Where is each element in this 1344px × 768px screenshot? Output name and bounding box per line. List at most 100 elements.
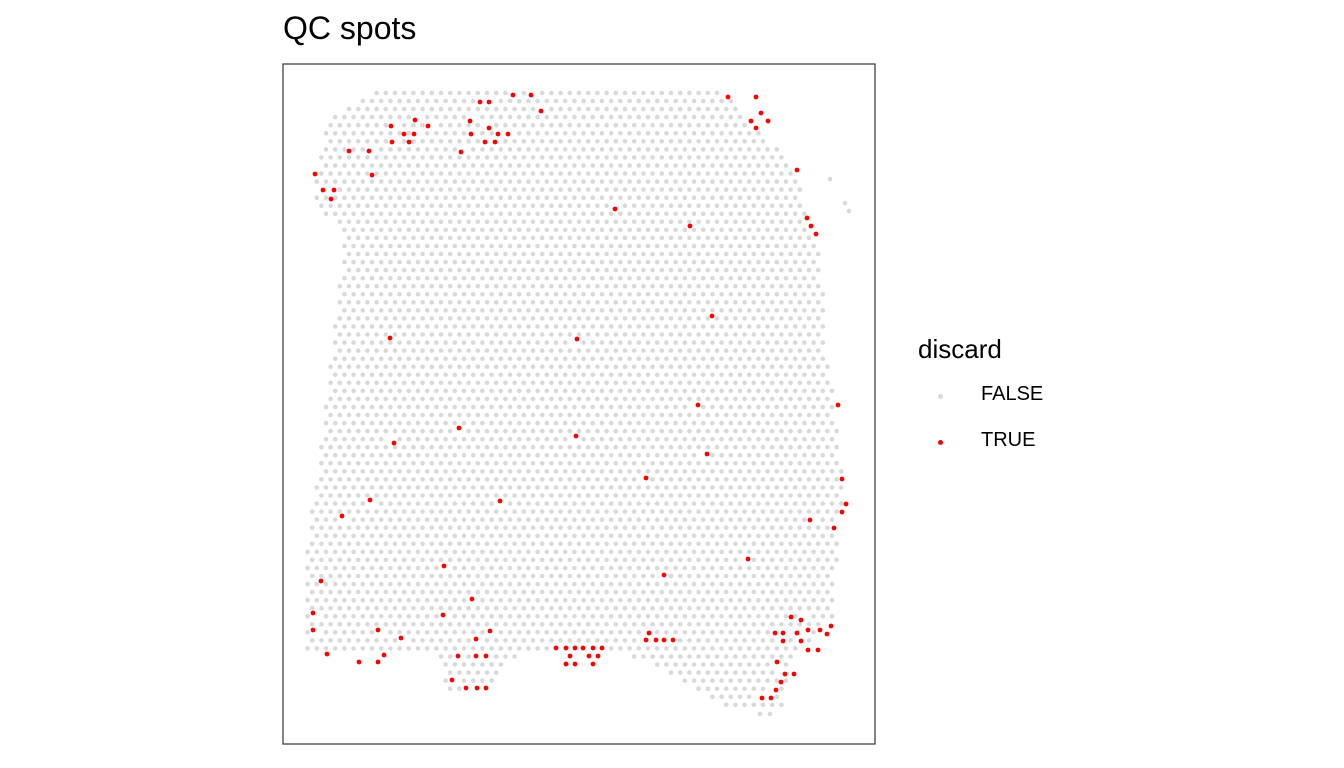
spot-false-3413: [539, 605, 545, 611]
spot-false-812: [388, 227, 393, 233]
spot-false-3451: [369, 614, 375, 619]
spot-false-1447: [452, 324, 458, 329]
spot-false-3469: [544, 614, 550, 619]
spot-false-2307: [323, 453, 329, 458]
spot-false-2519: [723, 477, 729, 482]
spot-false-606: [388, 195, 393, 200]
spot-true-95: [455, 653, 461, 659]
spot-false-2577: [728, 485, 734, 490]
spot-false-174: [475, 122, 481, 128]
spot-false-2146: [374, 428, 379, 434]
spot-false-1308: [641, 300, 646, 305]
spot-false-1527: [696, 332, 701, 337]
spot-false-3690: [719, 646, 724, 651]
spot-false-1322: [769, 300, 775, 305]
spot-false-3660: [388, 646, 393, 651]
spot-false-2997: [388, 549, 393, 555]
spot-false-2253: [346, 444, 352, 450]
spot-false-3495: [783, 614, 789, 619]
spot-false-1020: [406, 259, 412, 265]
spot-false-848: [719, 227, 724, 233]
spot-false-1217: [779, 283, 784, 289]
spot-false-574: [585, 187, 591, 192]
spot-false-102: [604, 106, 609, 112]
spot-false-675: [539, 203, 545, 208]
spot-false-162: [346, 122, 352, 128]
spot-false-2195: [834, 428, 839, 434]
spot-false-1862: [806, 380, 812, 386]
spot-false-2578: [737, 485, 743, 490]
spot-false-1506: [503, 332, 508, 337]
spot-false-2310: [351, 453, 356, 458]
spot-false-1340: [452, 308, 458, 313]
spot-false-420: [590, 163, 596, 168]
spot-false-62: [618, 98, 623, 104]
spot-true-40: [387, 335, 393, 341]
spot-false-3098: [797, 557, 803, 563]
spot-false-2285: [641, 444, 646, 450]
spot-false-1515: [585, 332, 591, 337]
spot-false-1179: [429, 283, 435, 289]
spot-false-2833: [466, 525, 471, 530]
spot-false-440: [774, 163, 780, 168]
spot-false-499: [360, 179, 366, 184]
spot-false-3721: [779, 654, 784, 659]
spot-false-1534: [760, 332, 766, 337]
spot-false-475: [622, 171, 628, 176]
spot-false-1428: [769, 316, 775, 321]
spot-false-3304: [585, 589, 591, 595]
spot-false-2888: [452, 533, 458, 539]
spot-false-1955: [650, 396, 655, 402]
spot-false-1623: [604, 348, 609, 353]
spot-false-804: [779, 219, 784, 225]
spot-false-329: [682, 147, 688, 152]
spot-false-3361: [590, 597, 596, 603]
spot-false-1676: [599, 356, 605, 362]
spot-false-2948: [475, 541, 481, 547]
spot-false-2049: [503, 412, 508, 418]
spot-false-3288: [438, 589, 444, 595]
spot-false-3499: [829, 614, 835, 619]
spot-false-3171: [411, 573, 416, 579]
spot-false-2489: [438, 477, 444, 482]
spot-false-489: [751, 171, 757, 176]
spot-false-3144: [691, 565, 697, 571]
spot-false-3326: [788, 589, 793, 595]
spot-false-2515: [687, 477, 692, 482]
spot-false-1807: [802, 372, 807, 378]
spot-false-3323: [760, 589, 766, 595]
spot-false-3478: [627, 614, 632, 619]
spot-false-24: [613, 90, 619, 96]
spot-false-3441: [797, 605, 803, 611]
spot-false-2968: [659, 541, 665, 547]
spot-false-2832: [457, 525, 462, 530]
spot-false-3277: [337, 589, 343, 595]
spot-false-3065: [484, 557, 490, 563]
spot-false-3066: [493, 557, 499, 563]
spot-true-86: [580, 645, 586, 651]
spot-false-1293: [503, 300, 508, 305]
spot-false-1986: [424, 404, 430, 410]
spot-false-2813: [802, 517, 807, 522]
spot-false-3797: [733, 702, 738, 708]
spot-false-1843: [631, 380, 637, 386]
spot-false-595: [779, 187, 784, 192]
spot-false-55: [553, 98, 559, 104]
spot-false-2448: [590, 469, 596, 474]
spot-false-3161: [319, 573, 324, 579]
spot-false-2657: [415, 501, 421, 506]
spot-false-3527: [558, 622, 563, 627]
spot-false-2084: [825, 412, 830, 418]
spot-false-1269: [774, 292, 780, 297]
spot-false-1945: [558, 396, 563, 402]
spot-false-3168: [383, 573, 389, 579]
spot-false-1549: [406, 340, 412, 345]
spot-false-65: [645, 98, 651, 104]
spot-false-3738: [728, 662, 734, 667]
spot-false-2651: [351, 501, 356, 506]
spot-false-2865: [760, 525, 766, 530]
spot-false-211: [397, 131, 402, 136]
spot-false-847: [710, 227, 715, 233]
spot-false-554: [401, 187, 407, 192]
spot-true-90: [798, 638, 804, 644]
